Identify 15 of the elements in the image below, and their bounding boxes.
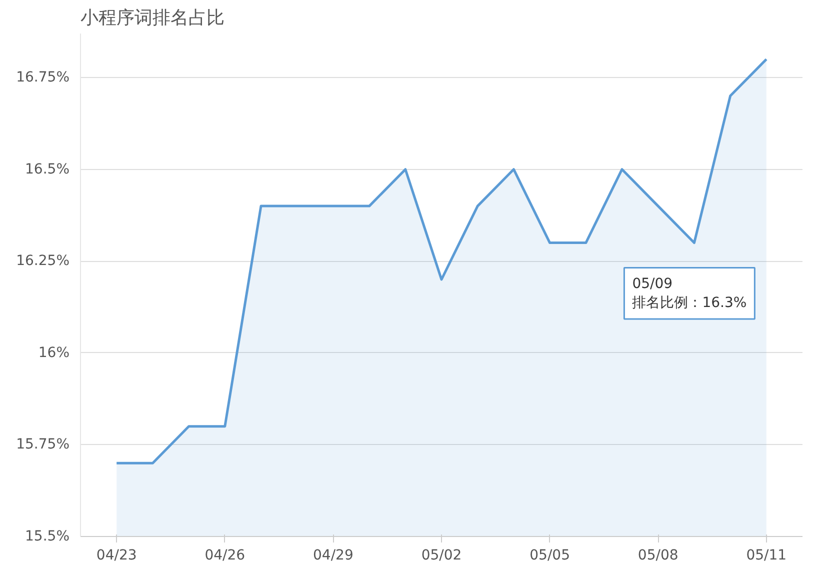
- y-tick-label: 15.75%: [16, 436, 70, 453]
- y-tick-label: 16.25%: [16, 253, 70, 270]
- x-tick-label: 05/11: [746, 548, 787, 564]
- chart-title: 小程序词排名占比: [80, 8, 224, 28]
- x-tick-label: 05/08: [638, 548, 678, 564]
- x-tick-label: 04/26: [204, 548, 246, 564]
- annotation: 05/09 排名比例：16.3%: [632, 276, 747, 311]
- x-tick-label: 04/29: [313, 548, 354, 564]
- y-tick-label: 15.5%: [25, 528, 70, 544]
- x-tick-label: 04/23: [96, 548, 137, 564]
- y-tick-label: 16.5%: [25, 161, 70, 178]
- y-tick-label: 16%: [38, 344, 70, 361]
- y-tick-label: 16.75%: [16, 70, 70, 86]
- x-tick-label: 05/05: [530, 548, 570, 564]
- x-tick-label: 05/02: [421, 548, 462, 564]
